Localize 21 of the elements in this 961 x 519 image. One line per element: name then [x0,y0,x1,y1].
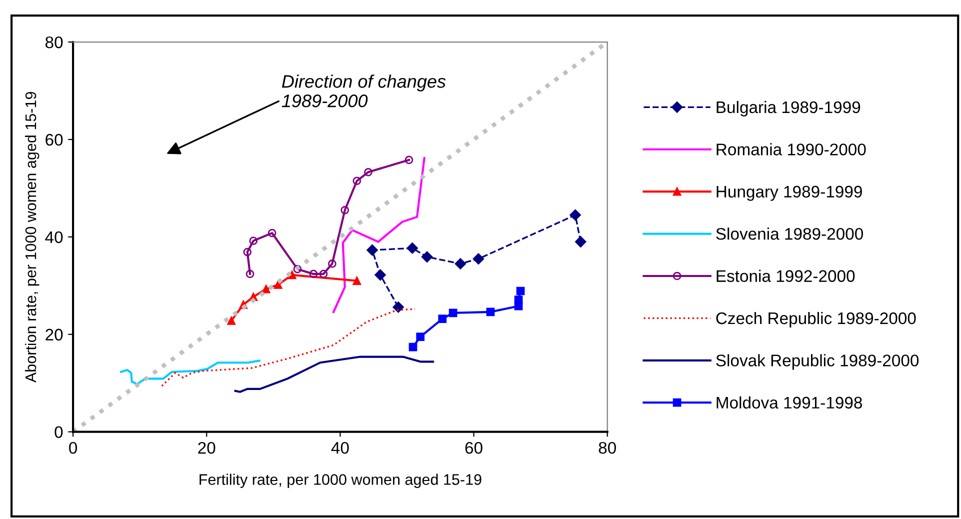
x-tick-label: 40 [331,442,349,454]
y-tick-label: 0 [54,426,63,438]
x-tick-label: 80 [598,442,616,454]
legend-label: Estonia 1992-2000 [716,270,855,282]
annotation: Direction of changes 1989-2000 [282,74,446,108]
x-axis-title: Fertility rate, per 1000 women aged 15-19 [200,474,482,488]
y-tick-label: 20 [46,328,63,341]
legend-label: Slovak Republic 1989-2000 [716,354,919,370]
legend-label: Slovenia 1989-2000 [716,228,864,240]
y-tick-label: 40 [45,231,63,244]
y-tick-label: 60 [46,134,63,146]
legend-label: Czech Republic 1989-2000 [716,312,916,328]
legend-label: Moldova 1991-1998 [716,396,862,409]
x-tick-label: 20 [198,442,216,454]
legend-label: Romania 1990-2000 [716,143,866,156]
x-tick-label: 60 [465,442,482,454]
y-tick-label: 80 [46,36,63,48]
y-axis-title: Abortion rate, per 1000 women aged 15-19 [24,92,40,383]
legend-label: Hungary 1989-1999 [716,186,862,201]
legend-label: Bulgaria 1989-1999 [716,100,860,116]
x-tick-label: 0 [69,442,78,454]
